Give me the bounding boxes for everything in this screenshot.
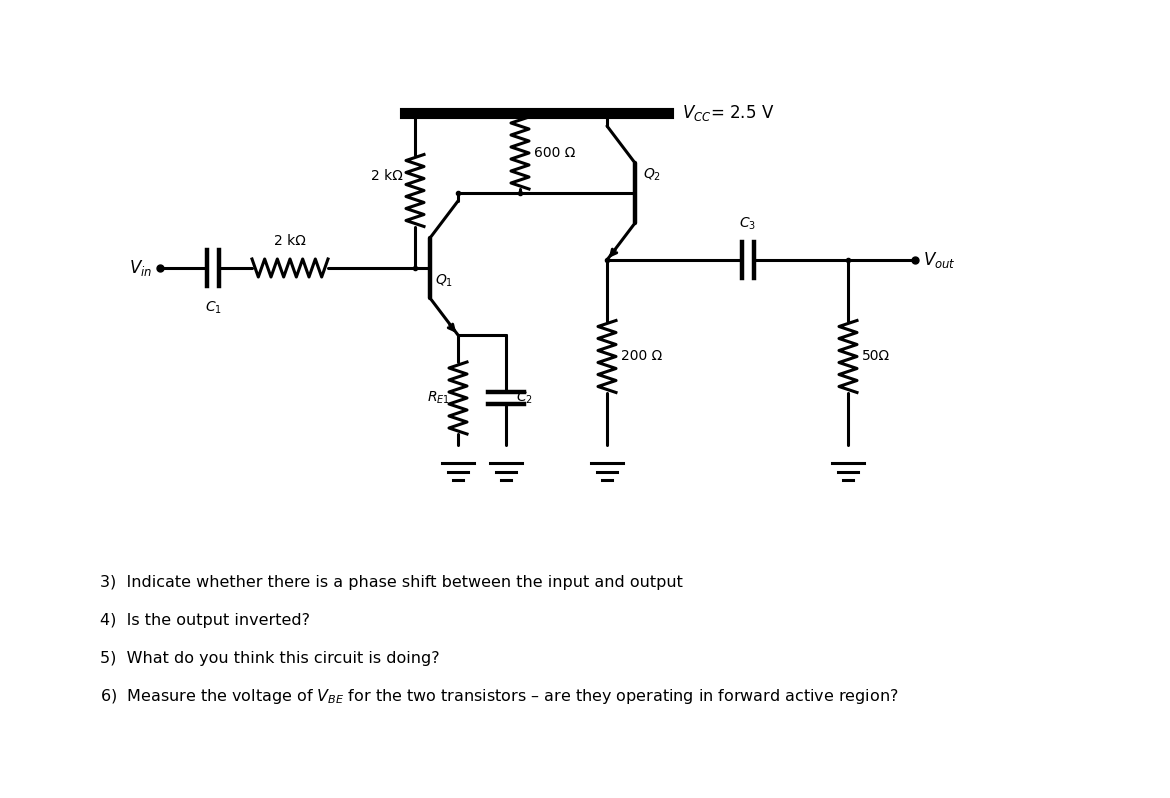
Text: $C_3$: $C_3$ [739, 215, 757, 232]
Text: 5)  What do you think this circuit is doing?: 5) What do you think this circuit is doi… [99, 651, 440, 666]
Text: $Q_2$: $Q_2$ [644, 167, 661, 183]
Text: 200 Ω: 200 Ω [621, 350, 662, 364]
Text: 600 Ω: 600 Ω [534, 146, 576, 160]
Text: $C_2$: $C_2$ [516, 389, 532, 406]
Text: $Q_1$: $Q_1$ [435, 273, 453, 290]
Text: 2 kΩ: 2 kΩ [274, 234, 305, 248]
Text: 2 kΩ: 2 kΩ [371, 168, 402, 183]
Text: 6)  Measure the voltage of $V_{BE}$ for the two transistors – are they operating: 6) Measure the voltage of $V_{BE}$ for t… [99, 688, 899, 706]
Text: 3)  Indicate whether there is a phase shift between the input and output: 3) Indicate whether there is a phase shi… [99, 575, 683, 591]
Text: $C_1$: $C_1$ [205, 300, 221, 316]
Text: 50Ω: 50Ω [862, 350, 890, 364]
Text: $V_{in}$: $V_{in}$ [129, 258, 152, 278]
Text: $V_{out}$: $V_{out}$ [923, 250, 956, 270]
Text: 4)  Is the output inverted?: 4) Is the output inverted? [99, 614, 310, 629]
Text: $R_{E1}$: $R_{E1}$ [427, 389, 450, 406]
Text: $V_{CC}$= 2.5 V: $V_{CC}$= 2.5 V [682, 103, 775, 123]
